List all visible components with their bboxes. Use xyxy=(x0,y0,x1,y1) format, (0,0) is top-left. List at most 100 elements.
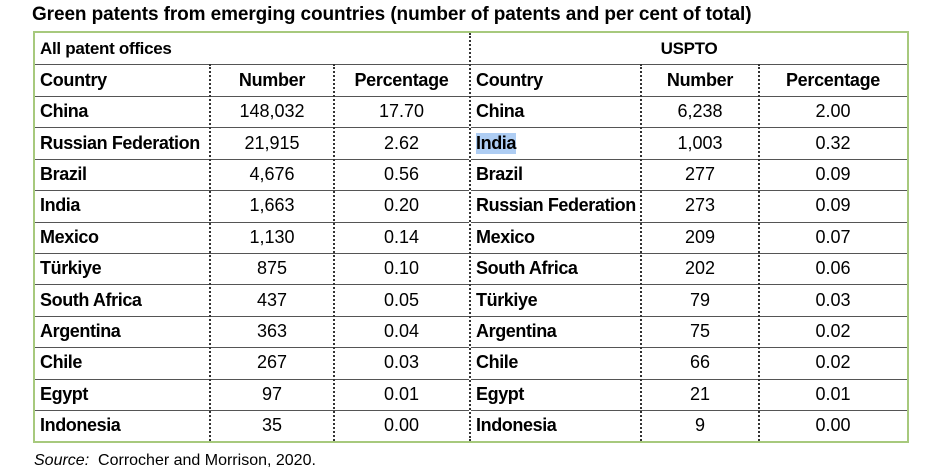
header-row: Country Number Percentage xyxy=(471,64,907,97)
country-cell: Brazil xyxy=(471,159,641,190)
number-cell: 209 xyxy=(684,226,716,247)
all-offices-table: All patent offices Country Number Percen… xyxy=(35,33,469,441)
number-cell: 4,676 xyxy=(249,163,295,184)
table-frame xyxy=(33,31,909,443)
country-cell: South Africa xyxy=(35,284,210,315)
country-cell: Egypt xyxy=(471,379,641,410)
number-cell: 21,915 xyxy=(244,132,300,153)
country-name: Russian Federation xyxy=(40,132,200,153)
column-divider xyxy=(640,64,642,441)
country-cell: Egypt xyxy=(35,379,210,410)
column-divider xyxy=(758,64,760,441)
number-cell: 273 xyxy=(684,195,716,216)
table-row: Chile 66 0.02 xyxy=(471,347,907,380)
table-row: Indonesia 35 0.00 xyxy=(35,410,469,441)
percentage-cell: 0.14 xyxy=(383,226,420,247)
table-row: South Africa 202 0.06 xyxy=(471,253,907,286)
country-name: Mexico xyxy=(40,226,99,247)
percentage-cell: 0.09 xyxy=(815,195,851,216)
country-name: Mexico xyxy=(476,226,535,247)
country-name: South Africa xyxy=(476,258,578,279)
country-cell: Türkiye xyxy=(471,284,641,315)
section-label-uspto: USPTO xyxy=(660,38,718,58)
percentage-cell: 0.07 xyxy=(815,226,851,247)
country-name: Chile xyxy=(476,352,519,373)
table-row: South Africa 437 0.05 xyxy=(35,284,469,317)
section-label-all-offices: All patent offices xyxy=(40,38,172,58)
country-name: India xyxy=(40,195,81,216)
table-row: Russian Federation 21,915 2.62 xyxy=(35,127,469,160)
header-percentage: Percentage xyxy=(785,69,881,90)
country-cell: Russian Federation xyxy=(471,190,641,221)
percentage-cell: 0.00 xyxy=(815,415,851,436)
source-text: Corrocher and Morrison, 2020. xyxy=(98,452,316,469)
table-row: India 1,003 0.32 xyxy=(471,127,907,160)
table-row: Mexico 1,130 0.14 xyxy=(35,222,469,254)
table-row: Chile 267 0.03 xyxy=(35,347,469,380)
country-name: Indonesia xyxy=(476,415,557,436)
country-name: Russian Federation xyxy=(476,195,636,216)
country-name: China xyxy=(40,101,89,122)
number-cell: 277 xyxy=(684,163,716,184)
percentage-cell: 0.10 xyxy=(383,258,420,279)
percentage-cell: 2.62 xyxy=(383,132,420,153)
country-cell: Argentina xyxy=(35,316,210,347)
number-cell: 79 xyxy=(689,289,711,310)
number-cell: 875 xyxy=(256,258,288,279)
number-cell: 1,663 xyxy=(249,195,295,216)
country-cell: China xyxy=(471,96,641,127)
table-row: Brazil 277 0.09 xyxy=(471,159,907,192)
country-cell: Chile xyxy=(471,347,641,378)
percentage-cell: 2.00 xyxy=(815,101,851,122)
number-cell: 9 xyxy=(694,415,705,436)
percentage-cell: 0.06 xyxy=(815,258,851,279)
percentage-cell: 0.20 xyxy=(383,195,420,216)
number-cell: 437 xyxy=(256,289,288,310)
percentage-cell: 0.03 xyxy=(383,352,420,373)
header-percentage: Percentage xyxy=(354,69,449,90)
country-cell: Brazil xyxy=(35,159,210,190)
percentage-cell: 17.70 xyxy=(378,101,425,122)
table-row: Brazil 4,676 0.56 xyxy=(35,159,469,192)
section-row: All patent offices xyxy=(35,33,469,65)
country-name: India xyxy=(476,132,517,154)
percentage-cell: 0.03 xyxy=(815,289,851,310)
country-name: Indonesia xyxy=(40,415,121,436)
percentage-cell: 0.32 xyxy=(815,132,851,153)
country-cell: Chile xyxy=(35,347,210,378)
table-row: Indonesia 9 0.00 xyxy=(471,410,907,441)
table-row: Russian Federation 273 0.09 xyxy=(471,190,907,223)
percentage-cell: 0.05 xyxy=(383,289,420,310)
country-cell: China xyxy=(35,96,210,127)
country-name: Chile xyxy=(40,352,83,373)
country-name: Türkiye xyxy=(40,258,102,279)
number-cell: 35 xyxy=(261,415,283,436)
percentage-cell: 0.56 xyxy=(383,163,420,184)
country-name: Argentina xyxy=(40,320,121,341)
country-cell: Indonesia xyxy=(471,410,641,441)
source-label: Source: xyxy=(34,452,90,469)
number-cell: 6,238 xyxy=(677,101,723,122)
number-cell: 267 xyxy=(256,352,288,373)
number-cell: 1,003 xyxy=(677,132,723,153)
number-cell: 75 xyxy=(689,320,711,341)
percentage-cell: 0.02 xyxy=(815,352,851,373)
country-name: China xyxy=(476,101,525,122)
table-row: Argentina 363 0.04 xyxy=(35,316,469,349)
number-cell: 148,032 xyxy=(239,101,305,122)
percentage-cell: 0.00 xyxy=(383,415,420,436)
country-cell: Indonesia xyxy=(35,410,210,441)
header-row: Country Number Percentage xyxy=(35,64,469,97)
country-cell: Mexico xyxy=(35,222,210,253)
country-name: Brazil xyxy=(476,163,523,184)
table-row: Türkiye 79 0.03 xyxy=(471,284,907,317)
table-row: Egypt 97 0.01 xyxy=(35,379,469,411)
table-row: Türkiye 875 0.10 xyxy=(35,253,469,286)
source-note: Source: Corrocher and Morrison, 2020. xyxy=(34,452,316,470)
header-number: Number xyxy=(238,69,306,90)
column-divider xyxy=(209,64,211,441)
country-cell: South Africa xyxy=(471,253,641,284)
header-country: Country xyxy=(40,69,107,90)
country-cell: India xyxy=(471,127,641,158)
section-row: USPTO xyxy=(471,33,907,65)
